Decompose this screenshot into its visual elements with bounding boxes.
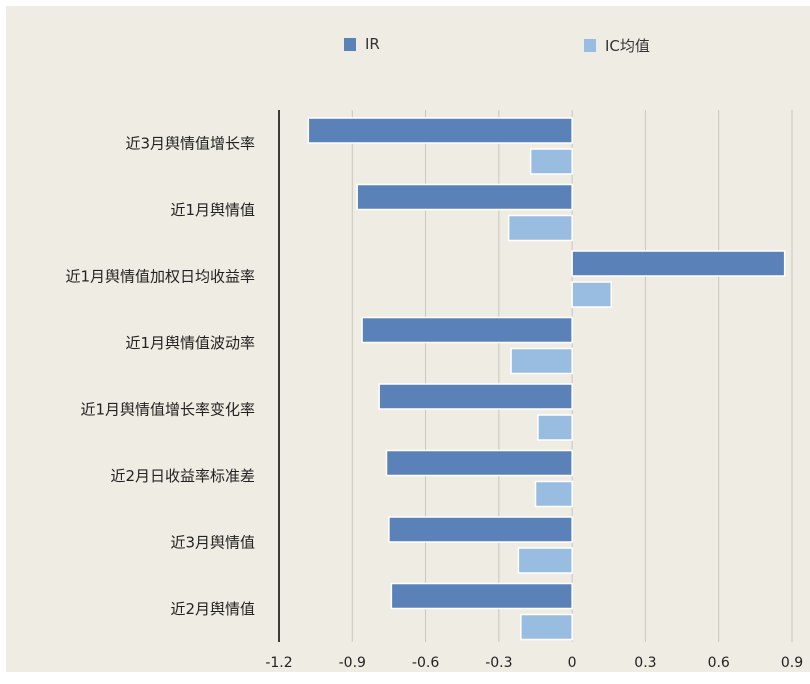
- category-label: 近3月舆情值: [170, 533, 255, 551]
- bar-ir: [388, 516, 573, 543]
- x-tick-label: 0: [568, 655, 577, 671]
- x-tick-label: -1.2: [265, 655, 292, 671]
- bar-ic-mean: [510, 347, 573, 375]
- legend: IR IC均值: [6, 6, 810, 86]
- bar-ic-mean: [537, 414, 573, 441]
- legend-item-ic: IC均值: [584, 35, 650, 56]
- x-tick-label: 0.6: [708, 655, 730, 671]
- x-tick-label: 0.9: [781, 655, 803, 671]
- bar-ic-mean: [517, 547, 573, 574]
- bar-ic-mean: [534, 480, 573, 508]
- legend-swatch-ir: [344, 37, 356, 51]
- legend-swatch-ic: [584, 39, 596, 52]
- category-label: 近1月舆情值: [170, 201, 255, 219]
- bar-ic-mean: [571, 281, 612, 308]
- bar-ir: [385, 449, 573, 477]
- legend-label-ic: IC均值: [605, 37, 650, 55]
- x-tick-label: -0.3: [485, 655, 512, 671]
- bar-ir: [307, 117, 573, 144]
- category-label: 近2月日收益率标准差: [110, 467, 255, 485]
- category-label: 近1月舆情值加权日均收益率: [65, 267, 255, 285]
- category-label: 近1月舆情值波动率: [125, 334, 255, 352]
- x-tick-label: -0.6: [412, 655, 439, 671]
- legend-item-ir: IR: [344, 35, 380, 53]
- bar-ir: [390, 582, 573, 610]
- bar-ir: [378, 383, 573, 410]
- bar-ic-mean: [520, 613, 573, 641]
- bar-ic-mean: [507, 214, 573, 242]
- plot-area: 近3月舆情值增长率近1月舆情值近1月舆情值加权日均收益率近1月舆情值波动率近1月…: [65, 110, 803, 671]
- bar-ir: [571, 250, 786, 277]
- x-tick-label: 0.3: [634, 655, 656, 671]
- x-tick-label: -0.9: [339, 655, 366, 671]
- bar-ic-mean: [529, 148, 573, 175]
- category-label: 近2月舆情值: [170, 600, 255, 618]
- bar-ir: [356, 183, 573, 211]
- bar-ir: [361, 316, 573, 344]
- category-label: 近1月舆情值增长率变化率: [80, 400, 255, 418]
- category-label: 近3月舆情值增长率: [125, 134, 255, 152]
- chart-container: IR IC均值 近3月舆情值增长率近1月舆情值近1月舆情值加权日均收益率近1月舆…: [6, 6, 810, 672]
- legend-label-ir: IR: [365, 35, 380, 53]
